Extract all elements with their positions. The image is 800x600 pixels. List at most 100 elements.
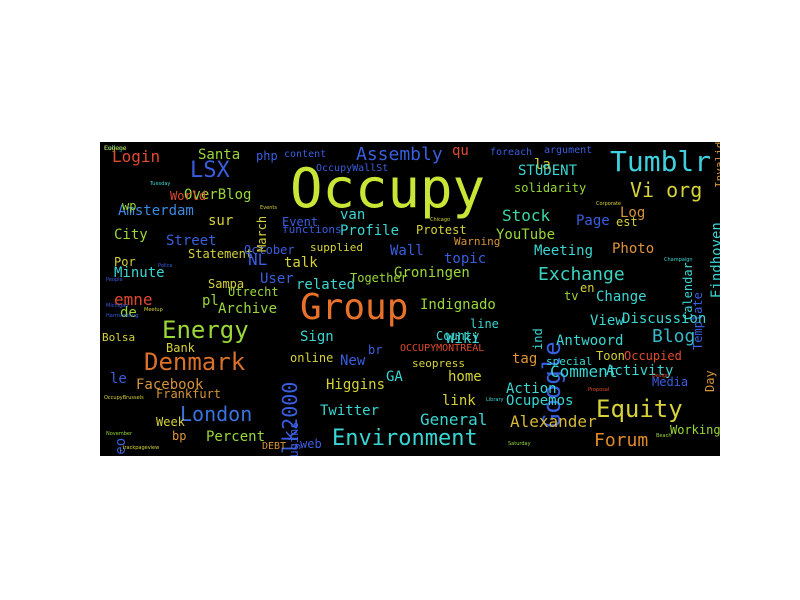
cloud-word: sur [208,213,234,229]
cloud-word: Toon [596,349,625,363]
cloud-word: Police [158,263,173,269]
cloud-word: County [436,329,480,343]
cloud-word: tag [512,351,538,367]
cloud-word: User [260,271,294,287]
cloud-word: College [104,145,127,152]
cloud-word: Login [112,147,161,166]
cloud-word: en [580,281,595,295]
cloud-word: Profile [340,223,400,239]
cloud-word: General [420,410,488,429]
cloud-word: OverBlog [184,187,252,203]
cloud-word: Design [652,373,670,379]
cloud-word: Por [114,255,136,269]
cloud-word: Champaign [664,257,693,263]
cloud-word: van [340,207,366,223]
cloud-word: talk [284,255,318,271]
cloud-word: _trackpageview [120,445,160,451]
cloud-word: Warning [454,235,501,248]
cloud-word: Harrisonburg [106,313,139,319]
cloud-word: Photo [612,241,655,257]
cloud-word: supplied [310,241,363,254]
cloud-word: Alexander [510,412,597,431]
cloud-word: est [616,215,638,229]
cloud-word: Discussion [622,311,707,327]
cloud-word: New [340,353,366,369]
cloud-word: line [470,317,499,331]
cloud-word: Together [350,271,408,285]
cloud-word: solidarity [514,181,587,195]
cloud-word: Comment [550,362,618,381]
cloud-word: qu [452,143,469,159]
cloud-word: Meetup [144,307,163,313]
cloud-word: seopress [412,357,465,370]
cloud-word: Action [506,381,557,397]
cloud-word: Bank [166,341,195,355]
cloud-word: Energy [162,316,249,344]
cloud-word: Wiki [446,331,480,347]
cloud-word: wp [122,199,137,213]
cloud-word: People [106,277,123,283]
cloud-word: Library [486,397,504,403]
cloud-word: Frankfurt [156,387,222,401]
cloud-word: Week [156,415,185,429]
cloud-word: Archive [218,301,278,317]
cloud-word: OCCUPYMONTREAL [400,343,485,354]
cloud-word: View [590,313,624,329]
cloud-word: Assembly [356,144,443,165]
cloud-word: special [546,355,593,368]
cloud-word: argument [544,145,593,156]
cloud-word: de [120,305,137,321]
cloud-word: Chicago [430,217,451,223]
cloud-word: tv [564,289,579,303]
cloud-word: Eugene [104,145,127,152]
cloud-word: Invalid [713,142,720,189]
cloud-word: Eindhoven [709,221,720,298]
cloud-word: Exchange [538,264,625,285]
cloud-word: Activity [606,363,674,379]
cloud-word: World [170,189,207,203]
cloud-word: Utrecht [228,285,279,299]
cloud-word: Beach [656,433,672,439]
cloud-word: plugins [287,421,301,456]
cloud-word: Minute [114,265,165,281]
cloud-word: Amsterdam [118,203,194,219]
cloud-word: la [534,157,551,173]
cloud-word: Proposal [588,387,610,393]
cloud-word: Higgins [326,377,386,393]
cloud-word: Percent [206,429,266,445]
cloud-word: Statement [188,247,254,261]
cloud-word: Stock [502,206,551,225]
cloud-word: Tuesday [150,181,171,187]
cloud-word: October [244,243,295,257]
cloud-word: foreach [490,147,533,158]
cloud-word: related [296,277,356,293]
cloud-word: Media [652,375,689,389]
cloud-word: Occupy [290,157,486,220]
cloud-word: Sampa [208,277,245,291]
cloud-word: online [290,351,334,365]
cloud-word: functions [282,223,342,236]
cloud-word: content [284,149,327,160]
cloud-word: Facebook [136,377,204,393]
cloud-word: Indignado [420,297,496,313]
cloud-word: pl [202,293,219,309]
cloud-word: YouTube [496,227,556,243]
cloud-word: Ocupemos [506,393,574,409]
cloud-word: Sign [300,329,334,345]
cloud-word: Wall [390,243,424,259]
cloud-word: Working [670,423,720,437]
cloud-word: Vi org [630,178,703,202]
cloud-word: Group [300,287,409,328]
cloud-word: Day [703,369,717,392]
cloud-word: GA [386,369,403,385]
cloud-word: Event [282,215,319,229]
cloud-word: Antwoord [556,333,624,349]
cloud-word: Equity [596,395,683,423]
cloud-word: OccupyWallSt [316,163,389,174]
cloud-word: le [110,371,127,387]
cloud-word: home [448,369,482,385]
cloud-word: Santa [198,147,241,163]
cloud-word: web [300,437,322,451]
cloud-word: March [255,215,269,252]
cloud-word: Meeting [534,243,594,259]
